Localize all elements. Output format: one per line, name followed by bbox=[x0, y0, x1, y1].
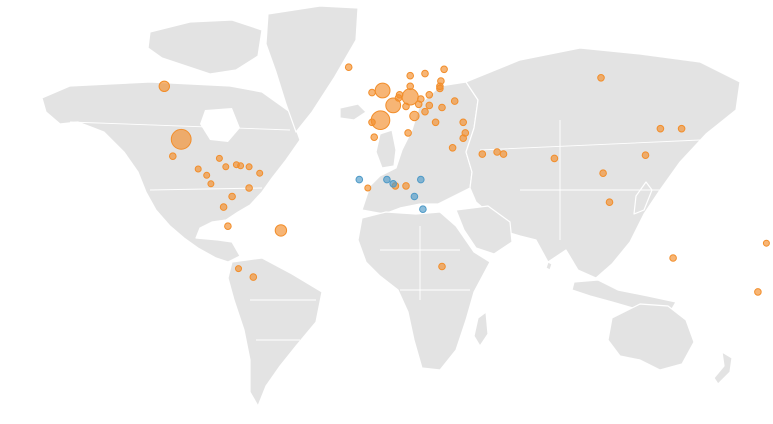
map-bubble-orange[interactable] bbox=[203, 171, 211, 179]
map-bubble-orange[interactable] bbox=[754, 288, 762, 296]
map-bubble-orange[interactable] bbox=[158, 80, 171, 93]
map-bubble-orange[interactable] bbox=[344, 63, 353, 71]
map-bubble-orange[interactable] bbox=[499, 150, 508, 158]
map-bubble-orange[interactable] bbox=[274, 224, 288, 237]
map-bubble-blue[interactable] bbox=[419, 205, 427, 213]
land-greenland bbox=[265, 5, 359, 133]
map-bubble-orange[interactable] bbox=[437, 77, 445, 85]
land-britain bbox=[375, 129, 397, 169]
land-layer bbox=[41, 5, 741, 407]
map-bubble-orange[interactable] bbox=[368, 88, 376, 97]
map-bubble-orange[interactable] bbox=[677, 124, 686, 133]
map-bubble-orange[interactable] bbox=[245, 184, 253, 192]
map-bubble-orange[interactable] bbox=[440, 65, 448, 74]
map-bubble-orange[interactable] bbox=[245, 163, 253, 171]
land-south-america bbox=[227, 257, 323, 407]
border-line bbox=[479, 120, 701, 240]
border-line bbox=[69, 121, 291, 131]
country-borders bbox=[69, 120, 701, 341]
map-bubble-orange[interactable] bbox=[402, 102, 410, 111]
map-bubble-orange[interactable] bbox=[450, 97, 459, 105]
map-bubble-orange[interactable] bbox=[228, 192, 236, 201]
map-bubble-orange[interactable] bbox=[406, 71, 415, 80]
land-australia bbox=[607, 303, 695, 371]
map-bubble-orange[interactable] bbox=[550, 154, 559, 163]
map-bubble-orange[interactable] bbox=[370, 133, 379, 141]
map-bubble-orange[interactable] bbox=[669, 254, 677, 262]
border-line bbox=[380, 226, 470, 300]
map-bubble-orange[interactable] bbox=[368, 118, 376, 127]
map-bubble-orange[interactable] bbox=[438, 262, 446, 271]
map-bubble-orange[interactable] bbox=[394, 94, 403, 102]
border-line bbox=[149, 187, 263, 191]
map-bubble-blue[interactable] bbox=[410, 192, 419, 201]
map-bubble-orange[interactable] bbox=[438, 103, 446, 112]
map-bubble-orange[interactable] bbox=[249, 273, 258, 281]
map-bubble-orange[interactable] bbox=[656, 124, 665, 133]
map-bubble-orange[interactable] bbox=[237, 162, 245, 170]
map-bubble-orange[interactable] bbox=[417, 95, 425, 103]
map-bubble-orange[interactable] bbox=[493, 148, 501, 156]
map-bubble-orange[interactable] bbox=[224, 222, 232, 230]
map-bubble-orange[interactable] bbox=[385, 97, 402, 114]
map-bubble-orange[interactable] bbox=[170, 128, 192, 150]
land-asia bbox=[465, 47, 741, 279]
border-line bbox=[250, 299, 316, 341]
map-bubble-orange[interactable] bbox=[448, 144, 457, 152]
map-bubble-orange[interactable] bbox=[207, 180, 215, 188]
map-bubble-blue[interactable] bbox=[389, 180, 398, 188]
map-bubble-blue[interactable] bbox=[417, 175, 425, 184]
map-bubble-orange[interactable] bbox=[597, 74, 605, 82]
map-bubble-orange[interactable] bbox=[222, 163, 230, 171]
hudson-bay bbox=[200, 108, 240, 142]
map-bubble-orange[interactable] bbox=[404, 129, 412, 137]
map-bubble-orange[interactable] bbox=[169, 152, 177, 160]
map-bubble-orange[interactable] bbox=[215, 154, 223, 162]
map-bubble-orange[interactable] bbox=[409, 110, 420, 122]
land-madagascar bbox=[473, 311, 489, 347]
land-sri-lanka bbox=[545, 261, 553, 271]
land-arabia bbox=[455, 205, 513, 255]
map-bubble-orange[interactable] bbox=[478, 150, 487, 158]
map-bubble-orange[interactable] bbox=[194, 165, 202, 173]
map-bubble-orange[interactable] bbox=[374, 82, 391, 99]
map-bubble-orange[interactable] bbox=[256, 169, 264, 177]
map-bubble-orange[interactable] bbox=[425, 91, 434, 99]
map-bubble-orange[interactable] bbox=[421, 69, 429, 78]
map-bubble-orange[interactable] bbox=[421, 107, 429, 116]
map-bubble-orange[interactable] bbox=[641, 151, 650, 159]
map-bubble-orange[interactable] bbox=[364, 184, 372, 192]
land-africa bbox=[357, 211, 491, 371]
map-bubble-orange[interactable] bbox=[235, 265, 242, 273]
map-bubble-orange[interactable] bbox=[402, 182, 410, 190]
map-bubble-orange[interactable] bbox=[436, 84, 444, 93]
land-iceland bbox=[339, 103, 367, 121]
land-arctic-islands bbox=[147, 19, 263, 75]
land-new-zealand bbox=[713, 351, 733, 385]
map-bubble-orange[interactable] bbox=[762, 239, 770, 247]
map-bubble-orange[interactable] bbox=[605, 198, 614, 206]
map-bubble-orange[interactable] bbox=[599, 169, 607, 177]
map-bubble-orange[interactable] bbox=[461, 129, 470, 137]
map-bubble-orange[interactable] bbox=[219, 203, 228, 211]
map-bubble-blue[interactable] bbox=[355, 175, 364, 184]
bubble-layer bbox=[158, 63, 770, 296]
map-bubble-blue[interactable] bbox=[383, 175, 391, 184]
map-bubble-orange[interactable] bbox=[425, 101, 434, 110]
map-bubble-orange[interactable] bbox=[431, 118, 440, 127]
map-bubble-orange[interactable] bbox=[406, 82, 415, 91]
map-bubble-orange[interactable] bbox=[459, 118, 468, 127]
